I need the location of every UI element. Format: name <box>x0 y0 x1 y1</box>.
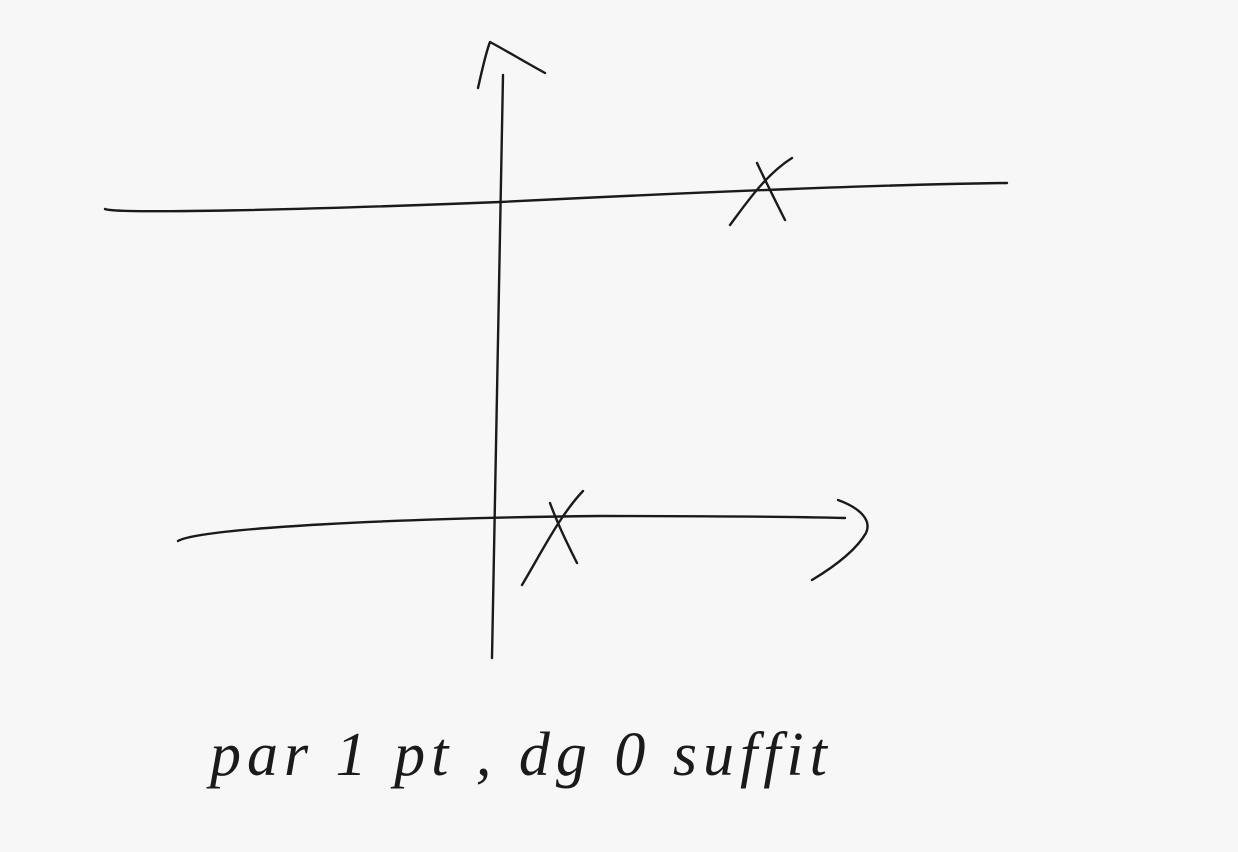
horizontal-arrowhead <box>810 498 869 582</box>
vertical-axis <box>490 73 505 660</box>
cross-mark <box>520 489 585 587</box>
horizontal-line <box>103 181 1009 213</box>
caption: par 1 pt , dg 0 suffit <box>206 721 833 789</box>
horizontal-axis <box>176 514 847 543</box>
cross-mark <box>728 156 794 227</box>
vertical-arrowhead <box>476 40 547 90</box>
